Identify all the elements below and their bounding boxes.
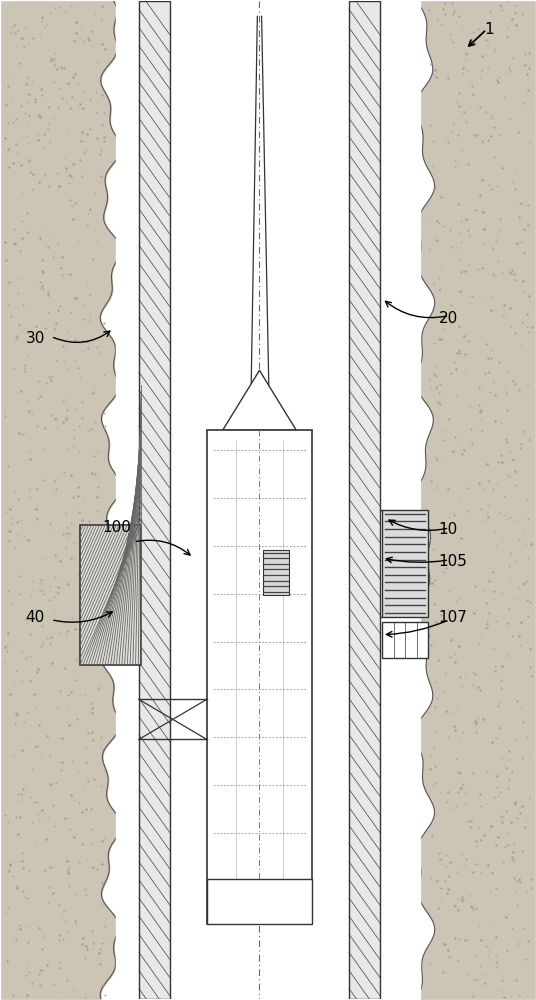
Text: 10: 10 <box>438 522 458 537</box>
Polygon shape <box>222 370 296 430</box>
Bar <box>207 879 312 924</box>
Bar <box>382 510 428 617</box>
Text: 105: 105 <box>438 554 467 569</box>
Bar <box>263 550 289 595</box>
Bar <box>382 622 428 658</box>
Bar <box>349 1 380 999</box>
Bar <box>207 430 312 924</box>
Text: 40: 40 <box>25 610 44 625</box>
Text: 107: 107 <box>438 610 467 625</box>
Bar <box>80 525 141 665</box>
Text: 100: 100 <box>103 520 131 535</box>
Text: 20: 20 <box>438 311 458 326</box>
Bar <box>139 1 170 999</box>
Text: 1: 1 <box>484 22 494 37</box>
Text: 30: 30 <box>25 331 45 346</box>
